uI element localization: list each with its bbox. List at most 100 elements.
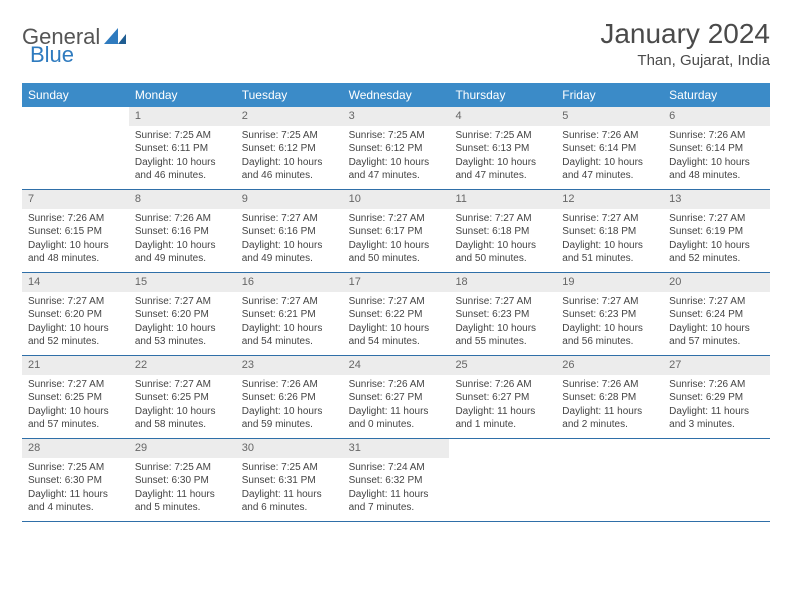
day-number: 14 [22,273,129,292]
day-body: Sunrise: 7:25 AMSunset: 6:30 PMDaylight:… [129,458,236,521]
logo-mark-icon [104,26,126,49]
day-cell: 10Sunrise: 7:27 AMSunset: 6:17 PMDayligh… [343,190,450,272]
sunset-text: Sunset: 6:30 PM [28,474,123,488]
sunset-text: Sunset: 6:19 PM [669,225,764,239]
daylight-text: Daylight: 11 hours and 4 minutes. [28,488,123,515]
day-number: 20 [663,273,770,292]
day-cell: 22Sunrise: 7:27 AMSunset: 6:25 PMDayligh… [129,356,236,438]
day-number: 18 [449,273,556,292]
day-number: 13 [663,190,770,209]
calendar: Sunday Monday Tuesday Wednesday Thursday… [22,83,770,522]
day-number: 28 [22,439,129,458]
daylight-text: Daylight: 10 hours and 46 minutes. [135,156,230,183]
day-cell: 31Sunrise: 7:24 AMSunset: 6:32 PMDayligh… [343,439,450,521]
sunrise-text: Sunrise: 7:25 AM [135,129,230,143]
sunset-text: Sunset: 6:15 PM [28,225,123,239]
day-number: 21 [22,356,129,375]
daylight-text: Daylight: 10 hours and 48 minutes. [669,156,764,183]
day-body: Sunrise: 7:27 AMSunset: 6:20 PMDaylight:… [22,292,129,355]
sunset-text: Sunset: 6:14 PM [669,142,764,156]
sunrise-text: Sunrise: 7:26 AM [669,129,764,143]
title-block: January 2024 Than, Gujarat, India [600,18,770,69]
sunrise-text: Sunrise: 7:27 AM [242,212,337,226]
sunset-text: Sunset: 6:30 PM [135,474,230,488]
daylight-text: Daylight: 11 hours and 2 minutes. [562,405,657,432]
day-body: Sunrise: 7:26 AMSunset: 6:27 PMDaylight:… [449,375,556,438]
day-body: Sunrise: 7:27 AMSunset: 6:25 PMDaylight:… [129,375,236,438]
day-cell: 6Sunrise: 7:26 AMSunset: 6:14 PMDaylight… [663,107,770,189]
sunrise-text: Sunrise: 7:25 AM [242,461,337,475]
weekday-header: Sunday [22,83,129,107]
daylight-text: Daylight: 11 hours and 1 minute. [455,405,550,432]
sunset-text: Sunset: 6:27 PM [349,391,444,405]
day-number: 15 [129,273,236,292]
week-row: .1Sunrise: 7:25 AMSunset: 6:11 PMDayligh… [22,107,770,190]
sunrise-text: Sunrise: 7:27 AM [28,378,123,392]
sunset-text: Sunset: 6:11 PM [135,142,230,156]
day-cell: 17Sunrise: 7:27 AMSunset: 6:22 PMDayligh… [343,273,450,355]
month-title: January 2024 [600,18,770,50]
sunset-text: Sunset: 6:23 PM [562,308,657,322]
sunrise-text: Sunrise: 7:24 AM [349,461,444,475]
day-cell: 24Sunrise: 7:26 AMSunset: 6:27 PMDayligh… [343,356,450,438]
day-number: 9 [236,190,343,209]
sunrise-text: Sunrise: 7:27 AM [242,295,337,309]
day-cell: 19Sunrise: 7:27 AMSunset: 6:23 PMDayligh… [556,273,663,355]
day-cell: . [449,439,556,521]
day-number: 26 [556,356,663,375]
daylight-text: Daylight: 10 hours and 46 minutes. [242,156,337,183]
day-body: Sunrise: 7:27 AMSunset: 6:18 PMDaylight:… [449,209,556,272]
daylight-text: Daylight: 10 hours and 59 minutes. [242,405,337,432]
day-body: Sunrise: 7:26 AMSunset: 6:15 PMDaylight:… [22,209,129,272]
daylight-text: Daylight: 10 hours and 50 minutes. [349,239,444,266]
day-cell: 4Sunrise: 7:25 AMSunset: 6:13 PMDaylight… [449,107,556,189]
day-body: Sunrise: 7:27 AMSunset: 6:25 PMDaylight:… [22,375,129,438]
day-cell: 13Sunrise: 7:27 AMSunset: 6:19 PMDayligh… [663,190,770,272]
day-number: 19 [556,273,663,292]
sunset-text: Sunset: 6:24 PM [669,308,764,322]
sunrise-text: Sunrise: 7:27 AM [349,212,444,226]
weeks-container: .1Sunrise: 7:25 AMSunset: 6:11 PMDayligh… [22,107,770,522]
day-body: Sunrise: 7:25 AMSunset: 6:13 PMDaylight:… [449,126,556,189]
week-row: 28Sunrise: 7:25 AMSunset: 6:30 PMDayligh… [22,439,770,522]
day-number: 30 [236,439,343,458]
day-number: 29 [129,439,236,458]
day-number: 5 [556,107,663,126]
day-body: Sunrise: 7:25 AMSunset: 6:12 PMDaylight:… [343,126,450,189]
sunrise-text: Sunrise: 7:27 AM [669,295,764,309]
day-cell: 11Sunrise: 7:27 AMSunset: 6:18 PMDayligh… [449,190,556,272]
day-cell: 8Sunrise: 7:26 AMSunset: 6:16 PMDaylight… [129,190,236,272]
sunrise-text: Sunrise: 7:27 AM [28,295,123,309]
day-body: Sunrise: 7:27 AMSunset: 6:22 PMDaylight:… [343,292,450,355]
day-cell: 29Sunrise: 7:25 AMSunset: 6:30 PMDayligh… [129,439,236,521]
day-number: 31 [343,439,450,458]
day-cell: 5Sunrise: 7:26 AMSunset: 6:14 PMDaylight… [556,107,663,189]
sunrise-text: Sunrise: 7:27 AM [562,212,657,226]
weekday-header: Friday [556,83,663,107]
day-body: Sunrise: 7:26 AMSunset: 6:16 PMDaylight:… [129,209,236,272]
day-cell: 18Sunrise: 7:27 AMSunset: 6:23 PMDayligh… [449,273,556,355]
day-cell: 12Sunrise: 7:27 AMSunset: 6:18 PMDayligh… [556,190,663,272]
daylight-text: Daylight: 10 hours and 54 minutes. [349,322,444,349]
sunset-text: Sunset: 6:32 PM [349,474,444,488]
day-cell: 21Sunrise: 7:27 AMSunset: 6:25 PMDayligh… [22,356,129,438]
sunset-text: Sunset: 6:12 PM [242,142,337,156]
day-body: Sunrise: 7:27 AMSunset: 6:16 PMDaylight:… [236,209,343,272]
sunrise-text: Sunrise: 7:25 AM [242,129,337,143]
sunset-text: Sunset: 6:29 PM [669,391,764,405]
daylight-text: Daylight: 10 hours and 48 minutes. [28,239,123,266]
day-body: Sunrise: 7:26 AMSunset: 6:26 PMDaylight:… [236,375,343,438]
daylight-text: Daylight: 10 hours and 50 minutes. [455,239,550,266]
daylight-text: Daylight: 10 hours and 49 minutes. [242,239,337,266]
day-cell: 2Sunrise: 7:25 AMSunset: 6:12 PMDaylight… [236,107,343,189]
day-number: 17 [343,273,450,292]
day-number: 16 [236,273,343,292]
sunrise-text: Sunrise: 7:25 AM [455,129,550,143]
day-cell: . [556,439,663,521]
daylight-text: Daylight: 10 hours and 57 minutes. [28,405,123,432]
day-number: 25 [449,356,556,375]
sunrise-text: Sunrise: 7:26 AM [562,378,657,392]
day-body: Sunrise: 7:26 AMSunset: 6:14 PMDaylight:… [556,126,663,189]
day-body: Sunrise: 7:26 AMSunset: 6:28 PMDaylight:… [556,375,663,438]
sunset-text: Sunset: 6:17 PM [349,225,444,239]
